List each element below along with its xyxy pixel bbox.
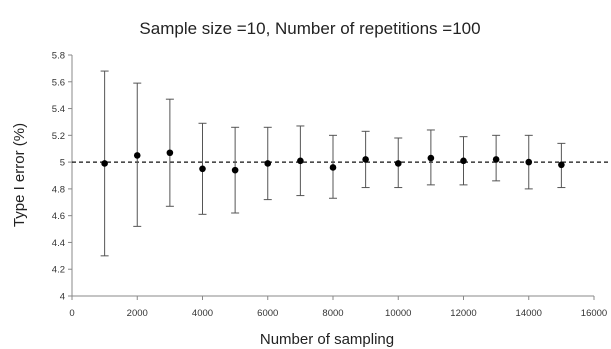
x-tick-label: 14000 — [516, 308, 542, 319]
data-point — [558, 161, 565, 169]
y-tick-label: 5.8 — [52, 51, 65, 62]
x-tick-label: 10000 — [385, 308, 411, 319]
x-tick-label: 16000 — [581, 308, 607, 319]
data-point — [394, 160, 402, 167]
data-point — [166, 149, 174, 157]
data-point — [460, 157, 467, 165]
y-tick-label: 5.6 — [52, 77, 65, 88]
x-tick-label: 12000 — [450, 308, 476, 319]
x-tick-label: 6000 — [257, 308, 278, 319]
data-point — [492, 156, 500, 163]
data-point — [329, 164, 337, 171]
data-point — [427, 154, 435, 162]
data-point — [231, 166, 239, 174]
y-tick-label: 5.4 — [52, 104, 65, 115]
plot-area: 4 4.2 4.4 4.6 4.8 5 5.2 5.4 5.6 5.8 0 2000 4000 6000 8… — [52, 51, 611, 319]
data-point — [362, 156, 369, 163]
data-point — [525, 158, 533, 166]
y-tick-label: 5.2 — [52, 131, 65, 142]
y-tick-label: 4.8 — [52, 184, 65, 195]
y-tick-label: 4.6 — [52, 211, 65, 222]
x-tick-label: 4000 — [192, 308, 213, 319]
chart-title: Sample size =10, Number of repetitions =… — [139, 19, 480, 38]
data-point — [101, 160, 108, 167]
y-axis-label: Type I error (%) — [11, 123, 28, 227]
data-point — [264, 160, 272, 167]
y-tick-label: 4 — [60, 292, 65, 303]
data-point — [297, 157, 304, 165]
x-tick-label: 0 — [69, 308, 74, 319]
x-tick-label: 2000 — [127, 308, 148, 319]
y-tick-label: 5 — [60, 158, 65, 169]
y-tick-label: 4.4 — [52, 238, 65, 249]
x-tick-label: 8000 — [322, 308, 343, 319]
data-point — [133, 152, 141, 159]
x-axis-label: Number of sampling — [260, 331, 394, 348]
data-point — [199, 165, 206, 173]
y-tick-label: 4.2 — [52, 265, 65, 276]
